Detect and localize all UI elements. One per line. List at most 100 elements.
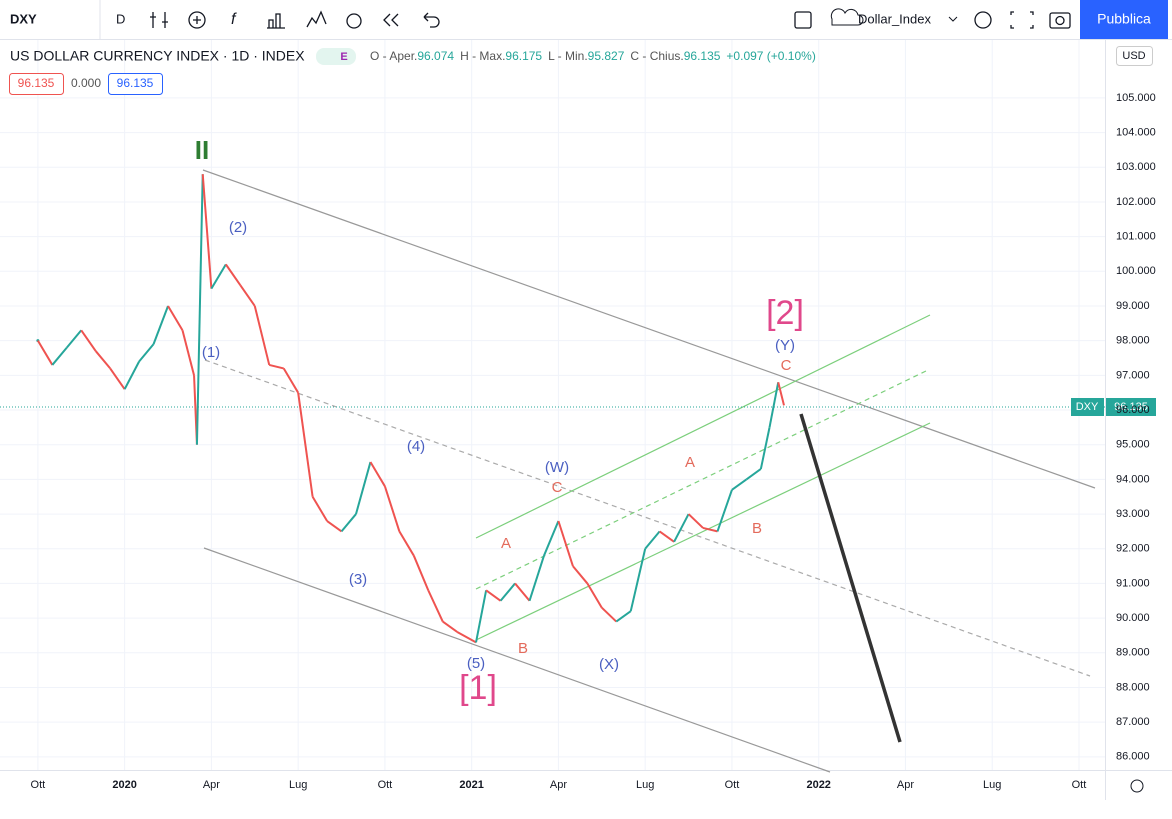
price-segment <box>138 343 155 363</box>
tag-symbol: DXY <box>1076 401 1099 413</box>
price-segment <box>297 392 314 497</box>
settings-icon[interactable] <box>1130 779 1144 793</box>
price-segment <box>239 284 256 307</box>
y-tick-label: 93.000 <box>1116 508 1150 520</box>
wave-label: II <box>195 135 209 165</box>
x-tick-label: Apr <box>897 779 914 791</box>
wave-label: (2) <box>229 219 247 236</box>
y-tick-label: 90.000 <box>1116 612 1150 624</box>
price-segment <box>768 382 780 428</box>
price-segment <box>557 520 574 567</box>
cloud-icon[interactable] <box>830 8 864 26</box>
price-segment <box>210 263 227 290</box>
price-segment <box>66 329 83 349</box>
price-segment <box>572 565 589 585</box>
price-segment <box>673 513 690 543</box>
fx-icon[interactable]: f <box>231 11 237 28</box>
y-tick-label: 96.000 <box>1116 404 1150 416</box>
y-tick-label: 99.000 <box>1116 300 1150 312</box>
c: 96.135 <box>684 49 721 63</box>
wave-label: (X) <box>599 656 619 673</box>
wave-labels: II (2) (1) (3) (4) (5)[1] A B C (W) (X) A B C (Y) [2] <box>195 135 804 707</box>
symbol[interactable]: DXY <box>10 11 37 26</box>
chart-title: US DOLLAR CURRENCY INDEX · 1D · INDEX <box>10 48 305 64</box>
price-segment <box>514 582 531 602</box>
x-tick-label: Ott <box>378 779 393 791</box>
price-segment <box>456 631 477 644</box>
price-series <box>36 174 785 644</box>
y-tick-label: 98.000 <box>1116 335 1150 347</box>
price-segment <box>37 340 54 366</box>
ohlc: O - Aper.96.074 H - Max.96.175 L - Min.95.… <box>370 49 816 63</box>
x-tick-label: Ott <box>725 779 740 791</box>
price-segment <box>326 520 343 533</box>
price-segment <box>687 513 704 529</box>
y-tick-label: 91.000 <box>1116 577 1150 589</box>
y-tick-label: 86.000 <box>1116 751 1150 763</box>
price-segment <box>181 330 196 376</box>
tag-value-bg <box>1106 398 1156 416</box>
price-segment <box>659 530 675 543</box>
publish-button[interactable] <box>1080 0 1168 39</box>
wave-label: (1) <box>202 344 220 361</box>
currency-box[interactable] <box>1116 46 1153 66</box>
change: +0.097 (+0.10%) <box>726 49 815 63</box>
toolbar <box>0 0 1172 40</box>
x-tick-label: Ott <box>1072 779 1087 791</box>
price-segment <box>225 263 242 286</box>
wave-label: A <box>501 535 511 552</box>
publish-label[interactable]: Pubblica <box>1097 11 1151 27</box>
h: 96.175 <box>505 49 542 63</box>
badge-bg <box>316 48 356 65</box>
wave-label: C <box>781 357 792 374</box>
price-segment <box>355 461 372 515</box>
o: 96.074 <box>417 49 454 63</box>
price-segment <box>629 548 647 612</box>
toolbar-icons[interactable] <box>150 10 1071 29</box>
price-segment <box>51 346 68 366</box>
price-segment <box>485 589 502 602</box>
x-tick-label: Lug <box>289 779 307 791</box>
y-tick-label: 105.000 <box>1116 92 1156 104</box>
x-tick-label: 2022 <box>806 779 830 791</box>
price-segment <box>369 461 386 487</box>
l-label: L - Min. <box>548 49 588 63</box>
price-segment <box>109 367 126 390</box>
box3 <box>108 73 163 95</box>
y-tick-label: 87.000 <box>1116 716 1150 728</box>
price-segment <box>427 589 444 622</box>
layout-name[interactable]: Dollar_Index <box>858 11 931 26</box>
tag-value: 96.135 <box>1114 401 1148 413</box>
wave-label: A <box>685 454 695 471</box>
price-segment <box>475 590 488 643</box>
price-segment <box>759 427 771 470</box>
drawings <box>202 169 1096 773</box>
price-segment <box>152 305 169 345</box>
price-segment <box>716 489 733 532</box>
y-tick-label: 89.000 <box>1116 647 1150 659</box>
price-segment <box>201 174 213 289</box>
x-tick-label: Apr <box>203 779 220 791</box>
x-tick-label: Apr <box>550 779 567 791</box>
box1 <box>9 73 64 95</box>
price-segment <box>745 468 762 481</box>
interval[interactable]: D <box>116 11 125 26</box>
y-tick-label: 103.000 <box>1116 161 1156 173</box>
price-segment <box>80 329 97 352</box>
wave-label: (Y) <box>775 337 795 354</box>
tag-symbol-bg <box>1071 398 1104 416</box>
x-tick-label: 2021 <box>459 779 483 791</box>
wave-label: (4) <box>407 438 425 455</box>
price-segment <box>702 526 718 533</box>
price-segment <box>442 620 458 633</box>
currency[interactable]: USD <box>1122 50 1145 62</box>
price-segment <box>601 606 617 623</box>
grid <box>0 40 1105 770</box>
price-segment <box>528 555 545 602</box>
badge: E <box>340 51 347 63</box>
wave-label: B <box>752 520 762 537</box>
box3-text: 96.135 <box>117 76 154 90</box>
wave-label: [1] <box>459 669 497 707</box>
y-tick-label: 102.000 <box>1116 196 1156 208</box>
